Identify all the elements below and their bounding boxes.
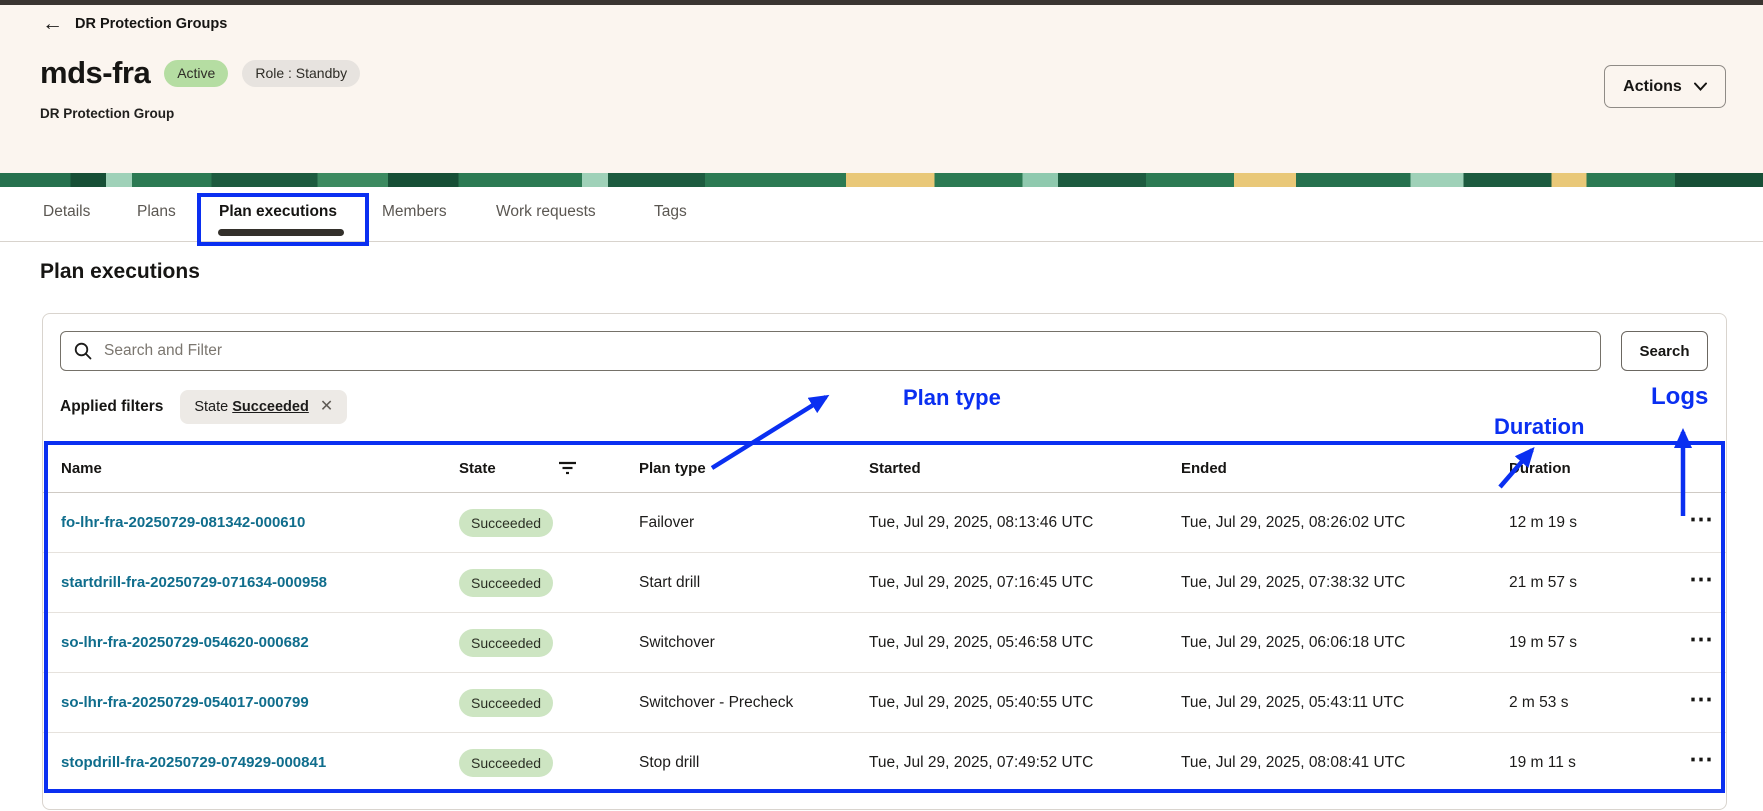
state-badge: Succeeded — [459, 628, 554, 657]
remove-filter-icon[interactable]: ✕ — [319, 398, 334, 415]
execution-name-link[interactable]: so-lhr-fra-20250729-054620-000682 — [61, 633, 309, 651]
row-actions-icon[interactable]: ⋯ — [1689, 746, 1713, 773]
breadcrumb: ← DR Protection Groups — [42, 13, 227, 34]
tab-work-requests[interactable]: Work requests — [496, 203, 596, 220]
page-title: mds-fra — [40, 55, 151, 90]
table-row: stopdrill-fra-20250729-074929-000841 Suc… — [43, 733, 1726, 793]
section-heading: Plan executions — [40, 260, 200, 283]
page-header: ← DR Protection Groups mds-fra Active Ro… — [0, 5, 1763, 173]
tab-plan-executions[interactable]: Plan executions — [219, 203, 338, 220]
chevron-down-icon — [1693, 82, 1707, 91]
state-badge: Succeeded — [459, 508, 554, 537]
applied-filters-label: Applied filters — [60, 398, 164, 415]
tab-members[interactable]: Members — [382, 203, 447, 220]
state-badge: Succeeded — [459, 568, 554, 597]
ended-cell: Tue, Jul 29, 2025, 08:26:02 UTC — [1181, 513, 1406, 531]
started-cell: Tue, Jul 29, 2025, 05:40:55 UTC — [869, 693, 1094, 711]
ended-cell: Tue, Jul 29, 2025, 06:06:18 UTC — [1181, 633, 1406, 651]
plan-type-cell: Stop drill — [639, 754, 700, 771]
tab-bar: Details Plans Plan executions Members Wo… — [0, 187, 1763, 242]
table-row: so-lhr-fra-20250729-054017-000799 Succee… — [43, 673, 1726, 733]
ended-cell: Tue, Jul 29, 2025, 07:38:32 UTC — [1181, 573, 1406, 591]
active-tab-underline — [218, 229, 344, 236]
decorative-banner — [0, 173, 1763, 187]
search-button[interactable]: Search — [1621, 331, 1708, 371]
column-header-plan-type[interactable]: Plan type — [639, 459, 706, 477]
tab-details[interactable]: Details — [43, 203, 91, 220]
execution-name-link[interactable]: so-lhr-fra-20250729-054017-000799 — [61, 693, 309, 711]
table-row: startdrill-fra-20250729-071634-000958 Su… — [43, 553, 1726, 613]
started-cell: Tue, Jul 29, 2025, 07:49:52 UTC — [869, 754, 1094, 771]
duration-cell: 19 m 11 s — [1509, 754, 1576, 771]
top-window-strip — [0, 0, 1763, 5]
filter-chip[interactable]: State Succeeded ✕ — [180, 390, 348, 424]
plan-type-cell: Switchover - Precheck — [639, 693, 794, 711]
back-arrow-icon[interactable]: ← — [42, 12, 63, 35]
column-header-name[interactable]: Name — [61, 459, 102, 477]
column-header-duration[interactable]: Duration — [1509, 459, 1571, 477]
search-input[interactable] — [102, 341, 1587, 361]
ended-cell: Tue, Jul 29, 2025, 08:08:41 UTC — [1181, 754, 1406, 771]
actions-button[interactable]: Actions — [1604, 65, 1726, 108]
execution-name-link[interactable]: fo-lhr-fra-20250729-081342-000610 — [61, 513, 306, 531]
execution-name-link[interactable]: stopdrill-fra-20250729-074929-000841 — [61, 754, 327, 771]
plan-type-cell: Start drill — [639, 573, 701, 591]
tab-plans[interactable]: Plans — [137, 203, 176, 220]
filter-chip-value[interactable]: Succeeded — [232, 399, 309, 415]
search-icon — [74, 342, 92, 360]
search-field[interactable] — [60, 331, 1601, 371]
started-cell: Tue, Jul 29, 2025, 08:13:46 UTC — [869, 513, 1094, 531]
started-cell: Tue, Jul 29, 2025, 07:16:45 UTC — [869, 573, 1094, 591]
column-header-started[interactable]: Started — [869, 459, 921, 477]
column-header-state[interactable]: State — [459, 459, 496, 477]
tab-tags[interactable]: Tags — [654, 203, 687, 220]
plan-type-cell: Failover — [639, 513, 695, 531]
started-cell: Tue, Jul 29, 2025, 05:46:58 UTC — [869, 633, 1094, 651]
duration-cell: 21 m 57 s — [1509, 573, 1578, 591]
breadcrumb-link[interactable]: DR Protection Groups — [75, 15, 228, 32]
duration-cell: 2 m 53 s — [1509, 693, 1569, 711]
actions-button-label: Actions — [1623, 77, 1682, 95]
column-header-ended[interactable]: Ended — [1181, 459, 1227, 477]
filter-chip-field: State — [194, 399, 229, 415]
plan-type-cell: Switchover — [639, 633, 715, 651]
execution-name-link[interactable]: startdrill-fra-20250729-071634-000958 — [61, 573, 328, 591]
duration-cell: 12 m 19 s — [1509, 513, 1578, 531]
row-actions-icon[interactable]: ⋯ — [1689, 625, 1713, 653]
status-badge: Active — [164, 59, 229, 87]
filter-icon[interactable] — [558, 461, 577, 475]
resource-type-label: DR Protection Group — [40, 106, 175, 121]
state-badge: Succeeded — [459, 749, 554, 777]
table-header-row: Name State Plan type Started Ended Durat… — [43, 444, 1726, 493]
table-row: so-lhr-fra-20250729-054620-000682 Succee… — [43, 613, 1726, 673]
duration-cell: 19 m 57 s — [1509, 633, 1578, 651]
plan-executions-table: Name State Plan type Started Ended Durat… — [43, 444, 1726, 793]
table-row: fo-lhr-fra-20250729-081342-000610 Succee… — [43, 493, 1726, 553]
role-badge: Role : Standby — [242, 59, 361, 87]
row-actions-icon[interactable]: ⋯ — [1689, 505, 1713, 533]
row-actions-icon[interactable]: ⋯ — [1689, 685, 1713, 713]
plan-executions-card: Search Applied filters State Succeeded ✕… — [42, 313, 1727, 810]
state-badge: Succeeded — [459, 688, 554, 717]
row-actions-icon[interactable]: ⋯ — [1689, 565, 1713, 593]
ended-cell: Tue, Jul 29, 2025, 05:43:11 UTC — [1181, 693, 1405, 711]
